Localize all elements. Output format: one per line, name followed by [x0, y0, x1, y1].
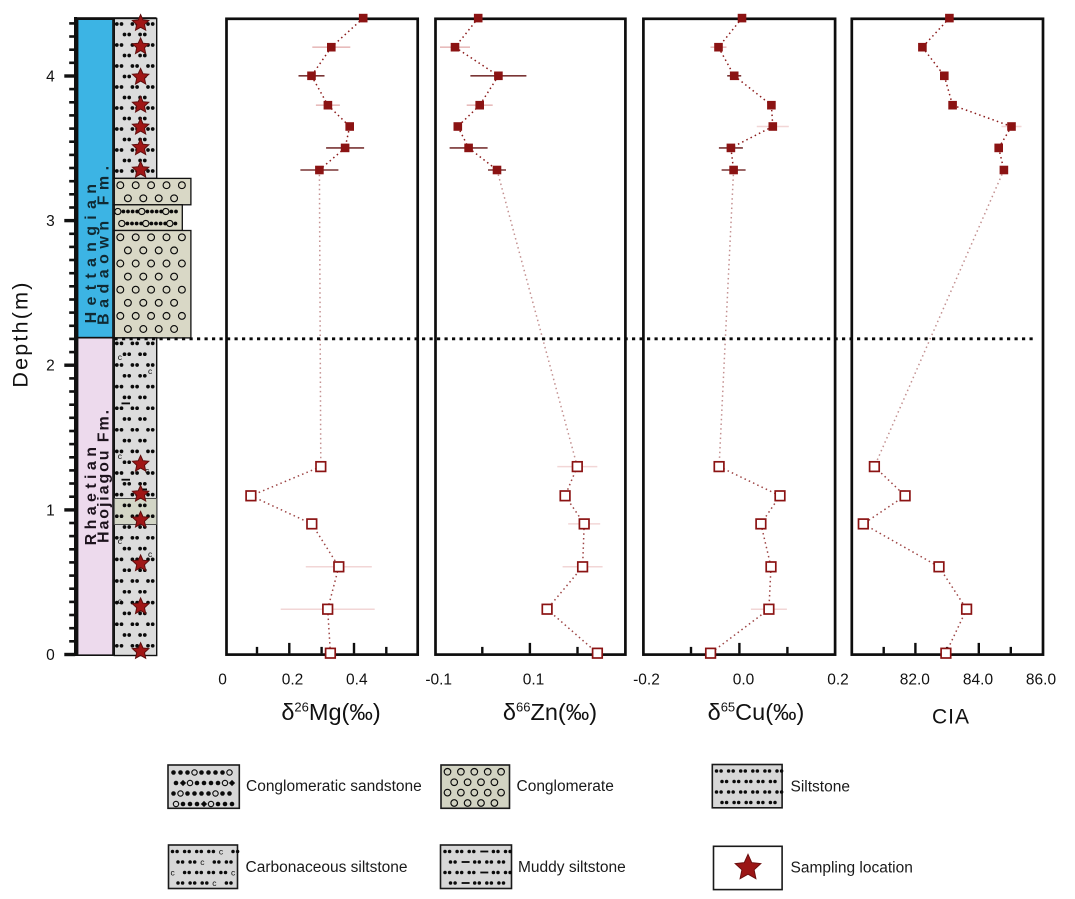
svg-text:c: c: [145, 466, 150, 476]
svg-text:CIA: CIA: [932, 706, 970, 729]
svg-text:c: c: [200, 857, 205, 867]
svg-text:Sampling location: Sampling location: [791, 860, 913, 877]
svg-text:-0.1: -0.1: [425, 672, 452, 689]
svg-text:δ66Zn(‰): δ66Zn(‰): [503, 699, 597, 725]
svg-text:Hettangian: Hettangian: [83, 178, 100, 324]
svg-text:86.0: 86.0: [1026, 672, 1057, 689]
svg-text:δ26Mg(‰): δ26Mg(‰): [281, 699, 380, 725]
svg-text:2: 2: [46, 358, 55, 375]
svg-text:3: 3: [46, 213, 55, 230]
svg-text:Carbonaceous siltstone: Carbonaceous siltstone: [246, 859, 408, 876]
svg-text:0.2: 0.2: [827, 672, 849, 689]
svg-text:Siltstone: Siltstone: [791, 779, 850, 796]
svg-text:c: c: [118, 596, 123, 606]
svg-text:82.0: 82.0: [900, 672, 931, 689]
svg-text:c: c: [231, 868, 236, 878]
svg-text:c: c: [171, 868, 176, 878]
svg-text:Conglomeratic sandstone: Conglomeratic sandstone: [246, 778, 422, 795]
svg-text:c: c: [118, 536, 123, 546]
svg-text:c: c: [118, 451, 123, 461]
svg-text:c: c: [148, 549, 153, 559]
svg-text:84.0: 84.0: [963, 672, 994, 689]
svg-text:Depth(m): Depth(m): [9, 280, 33, 387]
svg-text:c: c: [148, 366, 153, 376]
svg-text:Conglomerate: Conglomerate: [517, 778, 614, 795]
svg-text:0.0: 0.0: [733, 672, 755, 689]
svg-text:δ65Cu(‰): δ65Cu(‰): [708, 699, 805, 725]
svg-text:Badaown Fm.: Badaown Fm.: [96, 160, 113, 325]
svg-text:Rhaetian: Rhaetian: [83, 443, 100, 546]
svg-text:0: 0: [46, 647, 55, 664]
svg-text:c: c: [212, 878, 217, 888]
svg-text:0.1: 0.1: [523, 672, 545, 689]
svg-text:c: c: [219, 847, 224, 857]
svg-text:Haojiagou Fm.: Haojiagou Fm.: [96, 408, 113, 543]
svg-text:0.4: 0.4: [346, 672, 368, 689]
svg-text:1: 1: [46, 502, 55, 519]
svg-text:4: 4: [46, 69, 55, 86]
svg-text:0: 0: [218, 672, 227, 689]
svg-text:-0.2: -0.2: [633, 672, 660, 689]
svg-text:c: c: [118, 352, 123, 362]
svg-text:Muddy siltstone: Muddy siltstone: [518, 859, 626, 876]
svg-text:0.2: 0.2: [282, 672, 304, 689]
